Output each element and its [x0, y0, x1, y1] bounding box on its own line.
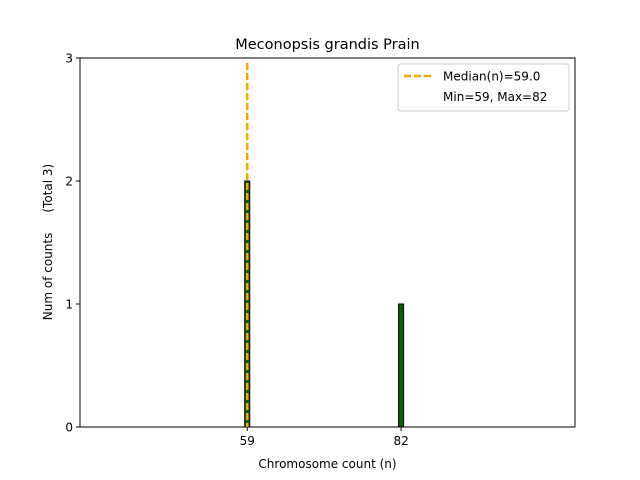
- y-axis-label: Num of counts (Total 3): [41, 164, 55, 320]
- legend-median-label: Median(n)=59.0: [443, 70, 540, 84]
- legend-box: [397, 63, 570, 112]
- bar-group: [80, 180, 440, 428]
- x-tick-label-82: 82: [393, 434, 408, 448]
- plot-area: [79, 57, 576, 428]
- y-tick-label-3: 3: [65, 52, 73, 66]
- x-axis-ticks: 59 82: [240, 427, 409, 448]
- chart-title: Meconopsis grandis Prain: [235, 37, 419, 53]
- y-tick-label-0: 0: [65, 421, 73, 435]
- y-tick-label-2: 2: [65, 175, 73, 189]
- y-axis-ticks: 0 1 2 3: [65, 52, 80, 435]
- y-tick-label-1: 1: [65, 298, 73, 312]
- x-axis-label: Chromosome count (n): [258, 457, 396, 471]
- y-axis-label-total: (Total 3): [41, 164, 55, 213]
- legend: Median(n)=59.0 Min=59, Max=82: [397, 63, 570, 112]
- y-axis-label-main: Num of counts: [41, 233, 55, 321]
- x-tick-label-59: 59: [240, 434, 255, 448]
- bar-82: [398, 303, 405, 428]
- legend-minmax-label: Min=59, Max=82: [443, 90, 547, 104]
